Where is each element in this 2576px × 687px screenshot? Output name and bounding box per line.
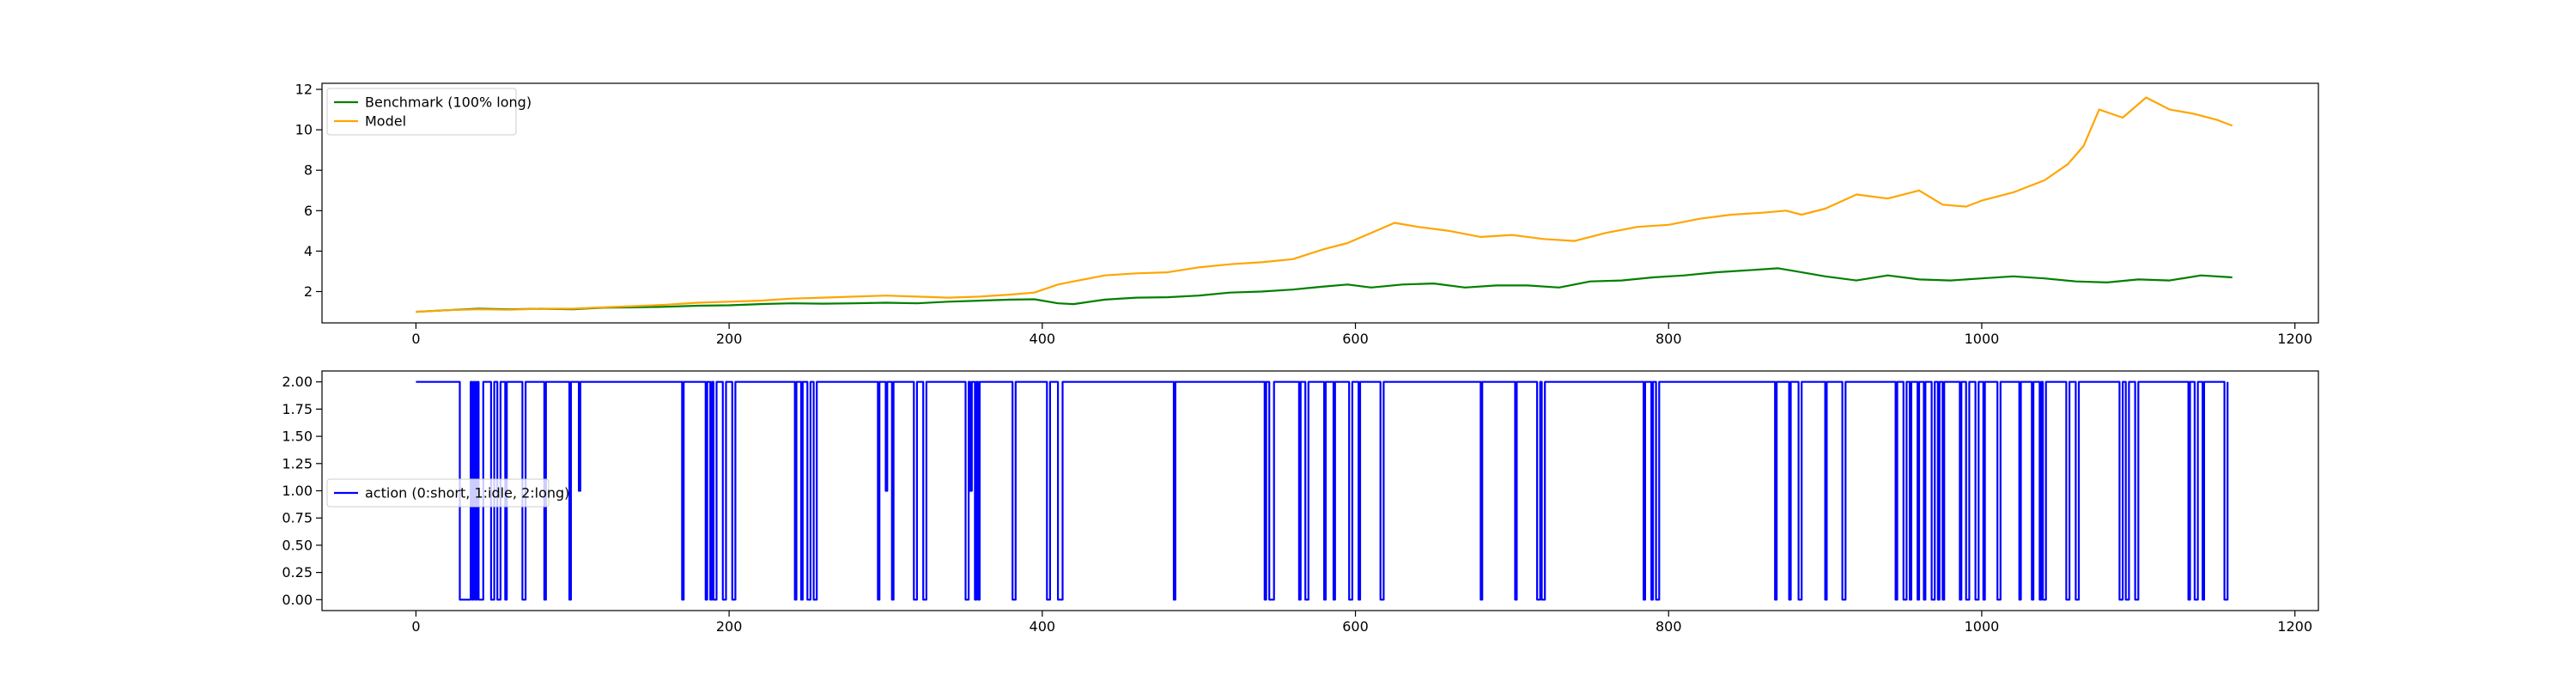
action-chart-legend: action (0:short, 1:idle, 2:long)	[326, 478, 569, 508]
action-chart: 0 200 400 600 800 1000 1200 0.00 0.25 0.50 0.75 1.0…	[282, 370, 2319, 635]
x-tick-label: 1200	[2277, 618, 2312, 635]
y-tick-label: 2	[304, 283, 313, 300]
x-tick-label: 400	[1030, 618, 1056, 635]
y-tick-label: 2.00	[282, 374, 313, 390]
x-tick-label: 800	[1656, 618, 1682, 635]
equity-chart-ticks: 0 200 400 600 800 1000 1200 2 4 6 8 10 12	[295, 82, 2312, 347]
x-tick-label: 800	[1656, 331, 1682, 347]
x-tick-label: 0	[411, 331, 420, 347]
x-tick-label: 200	[716, 331, 743, 347]
equity-chart-series	[416, 96, 2233, 313]
action-chart-series	[416, 380, 2229, 601]
legend-entry: action (0:short, 1:idle, 2:long)	[365, 485, 569, 502]
legend-entry: Model	[365, 113, 406, 130]
y-tick-label: 4	[304, 243, 313, 259]
legend-frame	[326, 88, 517, 136]
y-tick-label: 10	[295, 122, 313, 138]
y-tick-label: 0.00	[282, 592, 313, 608]
y-tick-label: 1.75	[282, 401, 313, 417]
equity-chart: 0 200 400 600 800 1000 1200 2 4 6 8 10 12 Benchmark …	[295, 82, 2319, 347]
equity-chart-legend: Benchmark (100% long) Model	[326, 88, 532, 136]
y-tick-label: 12	[295, 82, 313, 98]
y-tick-label: 1.25	[282, 455, 313, 471]
y-tick-label: 0.25	[282, 564, 313, 581]
x-tick-label: 1200	[2277, 331, 2312, 347]
y-tick-label: 1.50	[282, 429, 313, 445]
x-tick-label: 0	[411, 618, 420, 635]
series-line-0-0	[416, 267, 2233, 313]
y-tick-label: 0.50	[282, 537, 313, 553]
y-tick-label: 1.00	[282, 483, 313, 499]
series-line-1-0	[416, 380, 2229, 601]
legend-frame	[326, 478, 550, 508]
series-line-0-1	[416, 96, 2233, 313]
x-tick-label: 400	[1030, 331, 1056, 347]
equity-chart-plot-area	[321, 82, 2319, 324]
legend-entry: Benchmark (100% long)	[365, 94, 532, 111]
x-tick-label: 600	[1342, 618, 1369, 635]
x-tick-label: 600	[1342, 331, 1369, 347]
x-tick-label: 200	[716, 618, 743, 635]
y-tick-label: 0.75	[282, 510, 313, 526]
action-chart-ticks: 0 200 400 600 800 1000 1200 0.00 0.25 0.50 0.75 1.0…	[282, 374, 2312, 635]
y-tick-label: 6	[304, 203, 313, 219]
x-tick-label: 1000	[1965, 618, 2000, 635]
x-tick-label: 1000	[1965, 331, 2000, 347]
y-tick-label: 8	[304, 162, 313, 179]
